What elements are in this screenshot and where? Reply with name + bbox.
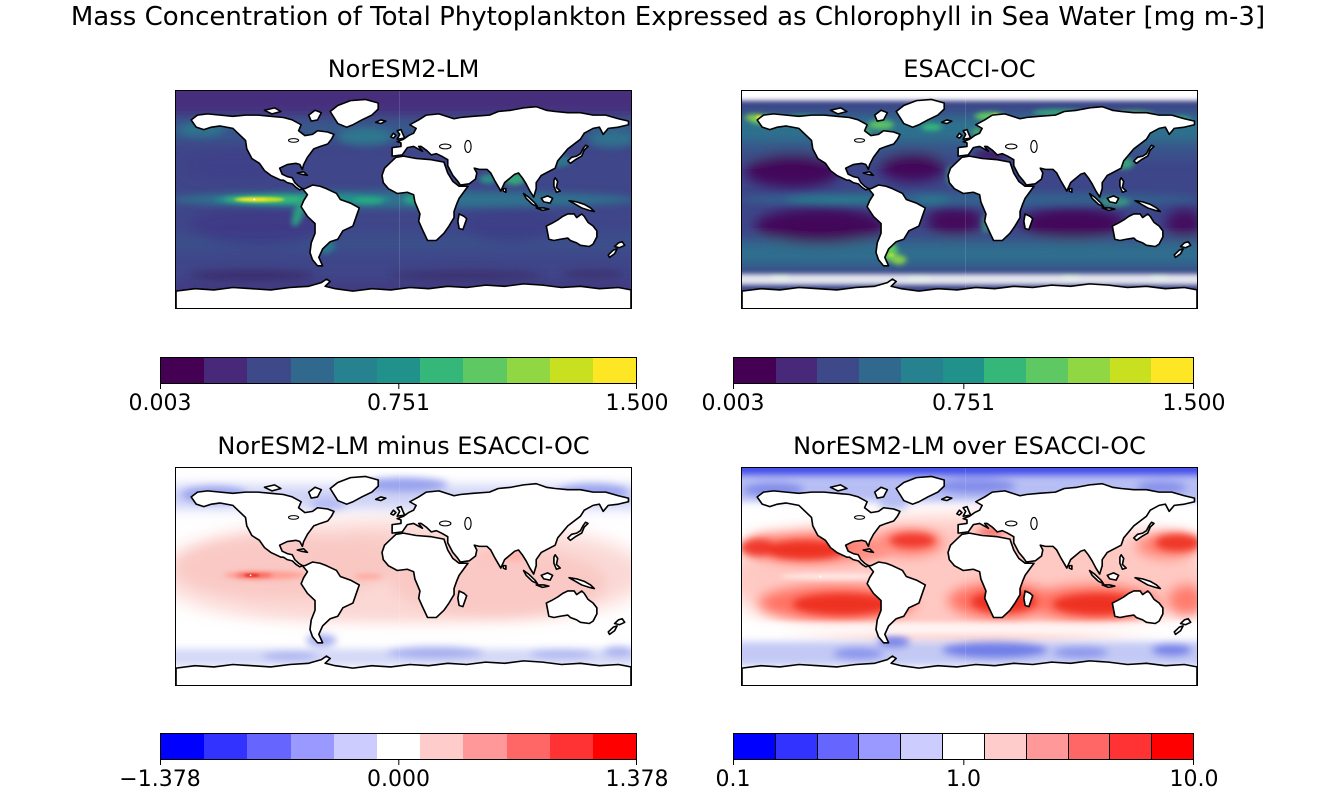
- colorbar-cell: [592, 358, 637, 383]
- colorbar-cell: [333, 358, 377, 383]
- colorbar-bar: [160, 357, 637, 384]
- world-map-ratio: [742, 468, 1197, 685]
- colorbar-cell: [942, 358, 985, 383]
- colorbar-bar: [733, 357, 1194, 384]
- colorbar-cell: [204, 734, 248, 759]
- colorbar-cell: [900, 358, 943, 383]
- colorbar-tick: [397, 760, 400, 765]
- colorbar-cell: [775, 734, 818, 759]
- colorbar-tick: [962, 760, 965, 765]
- colorbar-cell: [734, 734, 776, 759]
- colorbar-cell: [506, 358, 550, 383]
- colorbar-cell: [1152, 734, 1193, 759]
- colorbar-tick: [635, 760, 637, 765]
- map-ratio: [741, 467, 1198, 686]
- colorbar-tick-label: 1.378: [605, 767, 669, 792]
- panel-title-ratio: NorESM2-LM over ESACCI-OC: [793, 432, 1146, 460]
- colorbar-cell: [859, 358, 901, 383]
- map-difference: [175, 467, 632, 686]
- colorbar-cell: [333, 734, 377, 759]
- colorbar-tick: [1192, 384, 1194, 389]
- colorbar-bar: [733, 733, 1194, 760]
- panel-title-difference: NorESM2-LM minus ESACCI-OC: [217, 432, 590, 460]
- colorbar-cell: [1068, 734, 1111, 759]
- colorbar-tick-label: 0.000: [367, 767, 430, 792]
- world-map-esacci-oc: [742, 91, 1197, 308]
- colorbar-tick: [733, 760, 735, 765]
- colorbar-cell: [1151, 358, 1194, 383]
- colorbar-cell: [420, 358, 464, 383]
- colorbar-tick-label: 1.500: [605, 391, 669, 416]
- figure-title: Mass Concentration of Total Phytoplankto…: [70, 2, 1266, 32]
- colorbar-cell: [290, 734, 334, 759]
- colorbar-tick: [962, 384, 965, 389]
- colorbar-cell: [376, 358, 421, 383]
- map-esacci-oc: [741, 90, 1198, 309]
- world-map-difference: [176, 468, 631, 685]
- colorbar-cell: [204, 358, 248, 383]
- colorbar-cell: [420, 734, 464, 759]
- map-noresm2-lm: [175, 90, 632, 309]
- colorbar-cell: [984, 734, 1027, 759]
- colorbar-tick: [1192, 760, 1194, 765]
- colorbar-tick-label: 0.003: [128, 391, 192, 416]
- colorbar-cell: [1110, 734, 1153, 759]
- colorbar-noresm2-lm: 0.003 0.751 1.500: [129, 357, 668, 416]
- colorbar-cell: [161, 358, 205, 383]
- colorbar-cell: [376, 734, 421, 759]
- colorbar-cell: [984, 358, 1027, 383]
- colorbar-cell: [1067, 358, 1110, 383]
- colorbar-cell: [247, 734, 291, 759]
- colorbar-cell: [290, 358, 334, 383]
- colorbar-esacci-oc: 0.003 0.751 1.500: [702, 357, 1225, 416]
- colorbar-cell: [549, 358, 593, 383]
- colorbar-tick-label: 1.500: [1162, 391, 1226, 416]
- colorbar-cell: [506, 734, 550, 759]
- colorbar-cell: [592, 734, 637, 759]
- colorbar-cell: [161, 734, 205, 759]
- colorbar-cell: [1026, 734, 1069, 759]
- colorbar-cell: [247, 358, 291, 383]
- colorbar-tick-label: 0.751: [932, 391, 995, 416]
- colorbar-tick: [160, 760, 162, 765]
- colorbar-cell: [817, 734, 860, 759]
- colorbar-cell: [817, 358, 860, 383]
- colorbar-cell: [1026, 358, 1068, 383]
- colorbar-cell: [734, 358, 776, 383]
- colorbar-ratio: 0.1 1.0 10.0: [716, 733, 1218, 792]
- colorbar-bar: [160, 733, 637, 760]
- colorbar-tick-label: 1.0: [946, 767, 981, 792]
- colorbar-tick-label: −1.378: [119, 767, 201, 792]
- world-map-noresm2-lm: [176, 91, 631, 308]
- panel-title-noresm2-lm: NorESM2-LM: [327, 55, 480, 83]
- colorbar-cell: [1109, 358, 1152, 383]
- colorbar-tick: [160, 384, 162, 389]
- panel-title-esacci-oc: ESACCI-OC: [903, 55, 1036, 83]
- colorbar-cell: [549, 734, 593, 759]
- colorbar-tick: [635, 384, 637, 389]
- colorbar-cell: [463, 358, 507, 383]
- colorbar-tick: [733, 384, 735, 389]
- colorbar-cell: [943, 734, 985, 759]
- colorbar-tick-label: 0.003: [701, 391, 765, 416]
- colorbar-tick-label: 10.0: [1169, 767, 1219, 792]
- colorbar-cell: [775, 358, 818, 383]
- colorbar-tick-label: 0.1: [715, 767, 751, 792]
- colorbar-cell: [901, 734, 944, 759]
- colorbar-cell: [463, 734, 507, 759]
- colorbar-tick: [397, 384, 400, 389]
- colorbar-difference: −1.378 0.000 1.378: [119, 733, 668, 792]
- colorbar-tick-label: 0.751: [367, 391, 430, 416]
- colorbar-cell: [859, 734, 902, 759]
